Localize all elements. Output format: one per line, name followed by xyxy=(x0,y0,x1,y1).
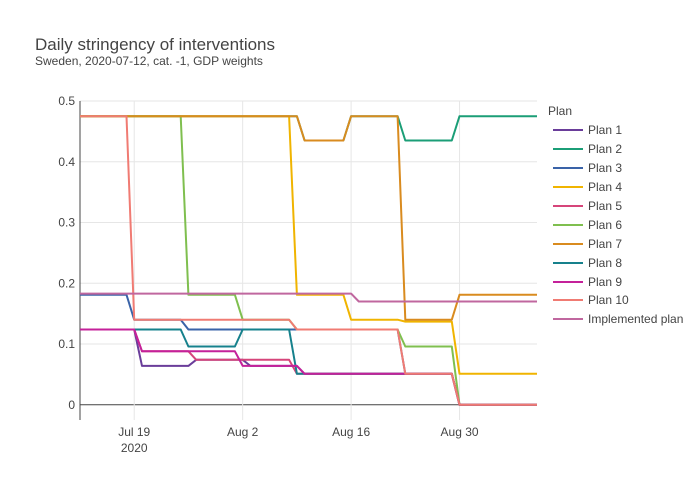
grid-lines xyxy=(79,100,537,420)
legend-swatch xyxy=(553,167,583,170)
legend-item[interactable]: Plan 6 xyxy=(553,215,683,234)
y-tick-label: 0.5 xyxy=(58,94,75,108)
y-tick-label: 0.4 xyxy=(58,155,75,169)
legend-label: Plan 10 xyxy=(588,293,629,308)
legend-swatch xyxy=(553,261,583,264)
x-tick-sublabel: 2020 xyxy=(121,441,148,455)
chart-title: Daily stringency of interventions xyxy=(35,35,276,54)
legend: Plan 1 Plan 2 Plan 3 Plan 4 Plan 5 Plan 6 Plan… xyxy=(553,121,683,329)
legend-title: Plan xyxy=(548,104,573,118)
legend-label: Plan 9 xyxy=(588,274,623,289)
series-line-5 xyxy=(80,328,537,406)
legend-label: Plan 8 xyxy=(588,255,623,270)
legend-item[interactable]: Plan 9 xyxy=(553,272,683,291)
legend-item[interactable]: Plan 5 xyxy=(553,197,683,216)
legend-item[interactable]: Implemented plan xyxy=(553,310,683,329)
legend-item[interactable]: Plan 3 xyxy=(553,159,683,178)
legend-label: Plan 3 xyxy=(588,161,623,176)
legend-swatch xyxy=(553,129,583,132)
legend-item[interactable]: Plan 10 xyxy=(553,291,683,310)
series-line-3 xyxy=(80,293,537,406)
legend-swatch xyxy=(553,148,583,151)
series-line-8 xyxy=(80,328,537,406)
series-line-11 xyxy=(80,292,537,303)
x-tick-label: Jul 19 xyxy=(118,425,150,439)
legend-label: Implemented plan xyxy=(588,312,684,327)
legend-swatch xyxy=(553,299,583,302)
legend-swatch xyxy=(553,318,583,321)
legend-item[interactable]: Plan 1 xyxy=(553,121,683,140)
legend-label: Plan 5 xyxy=(588,199,623,213)
y-tick-label: 0 xyxy=(68,398,75,412)
legend-swatch xyxy=(553,186,583,189)
x-tick-label: Aug 30 xyxy=(441,425,479,439)
series-line-7 xyxy=(80,115,537,321)
series-line-6 xyxy=(80,115,537,406)
legend-label: Plan 7 xyxy=(588,236,623,251)
legend-item[interactable]: Plan 8 xyxy=(553,253,683,272)
x-tick-label: Aug 2 xyxy=(227,425,259,439)
y-tick-label: 0.2 xyxy=(58,276,75,290)
legend-label: Plan 1 xyxy=(588,123,623,138)
legend-label: Plan 4 xyxy=(588,180,623,195)
axis-ticks: 0 0.1 0.2 0.3 0.4 0.5 Jul 19 2020 Aug 2 Aug 16 Aug… xyxy=(58,94,479,455)
x-tick-label: Aug 16 xyxy=(332,425,370,439)
series-line-1 xyxy=(80,328,537,406)
legend-item[interactable]: Plan 4 xyxy=(553,178,683,197)
y-tick-label: 0.3 xyxy=(58,216,75,230)
series-line-2 xyxy=(80,115,537,142)
legend-label: Plan 2 xyxy=(588,142,623,157)
legend-label: Plan 6 xyxy=(588,217,623,232)
legend-item[interactable]: Plan 7 xyxy=(553,234,683,253)
legend-swatch xyxy=(553,223,583,226)
legend-swatch xyxy=(553,205,583,207)
legend-swatch xyxy=(553,242,583,245)
series-line-4 xyxy=(80,115,537,375)
legend-swatch xyxy=(553,280,583,283)
series-lines xyxy=(80,115,537,406)
series-line-10 xyxy=(80,115,537,406)
chart-subtitle: Sweden, 2020-07-12, cat. -1, GDP weights xyxy=(35,54,263,68)
legend-item[interactable]: Plan 2 xyxy=(553,140,683,159)
series-line-9 xyxy=(80,328,537,406)
y-tick-label: 0.1 xyxy=(58,337,75,351)
